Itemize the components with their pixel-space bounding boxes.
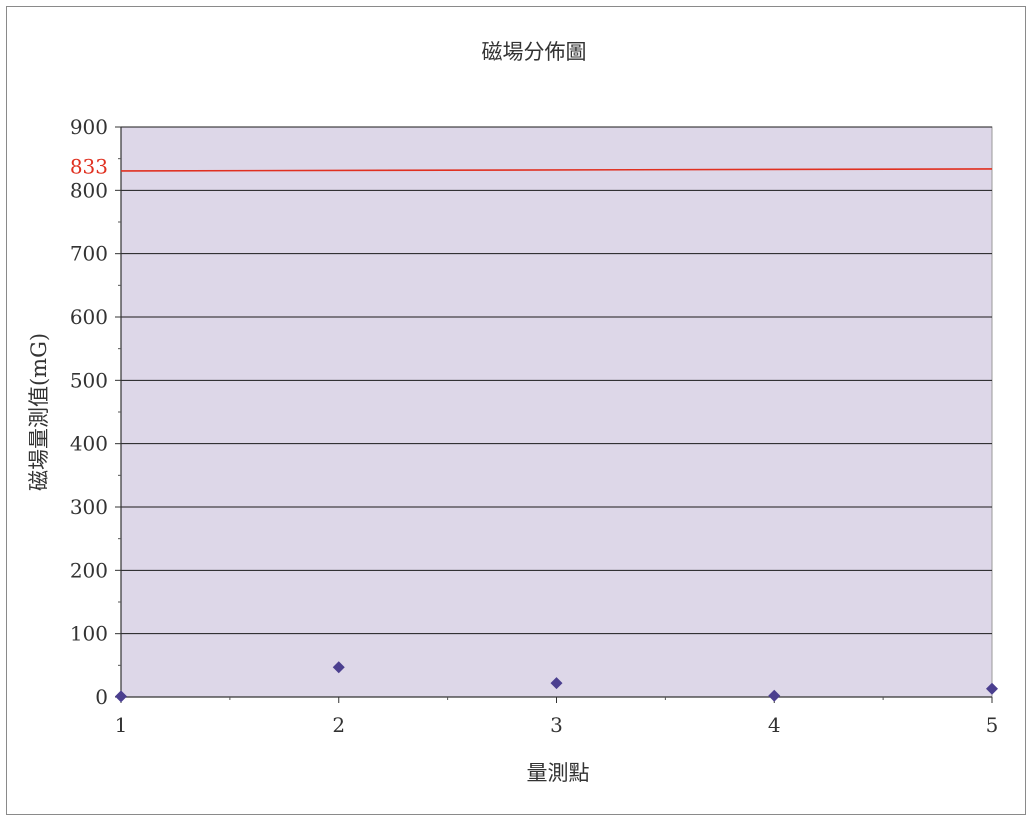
y-tick-label: 800	[70, 178, 108, 202]
gridlines	[121, 126, 992, 635]
y-tick-label: 0	[95, 685, 108, 709]
y-axis-label: 磁場量測值(mG)	[27, 333, 51, 491]
data-point	[332, 661, 345, 674]
chart-title: 磁場分佈圖	[482, 40, 587, 64]
x-tick-label: 1	[115, 713, 128, 737]
data-point	[550, 677, 563, 690]
reference-line	[120, 168, 993, 172]
x-tick-label: 5	[986, 713, 999, 737]
data-point	[986, 682, 998, 695]
x-tick-label: 3	[550, 713, 563, 737]
reference-line-label: 833	[70, 154, 108, 178]
y-tick-label: 700	[70, 242, 108, 266]
data-points	[115, 661, 998, 703]
x-axis-label: 量測點	[527, 761, 590, 785]
x-tick-label: 2	[332, 713, 345, 737]
y-tick-label: 100	[70, 622, 108, 646]
plot-area	[120, 126, 993, 698]
data-point	[115, 690, 127, 703]
y-tick-label: 500	[70, 368, 108, 392]
y-tick-label: 400	[70, 432, 108, 456]
data-point	[768, 689, 781, 702]
y-tick-label: 900	[70, 115, 108, 139]
y-axis-ticks: 0 100 200 300 400 500 600 700 800 900	[70, 115, 121, 709]
x-tick-label: 4	[768, 713, 781, 737]
y-tick-label: 600	[70, 305, 108, 329]
y-tick-label: 300	[70, 495, 108, 519]
x-axis-ticks: 1 2 3 4 5	[115, 697, 999, 737]
y-tick-label: 200	[70, 558, 108, 582]
